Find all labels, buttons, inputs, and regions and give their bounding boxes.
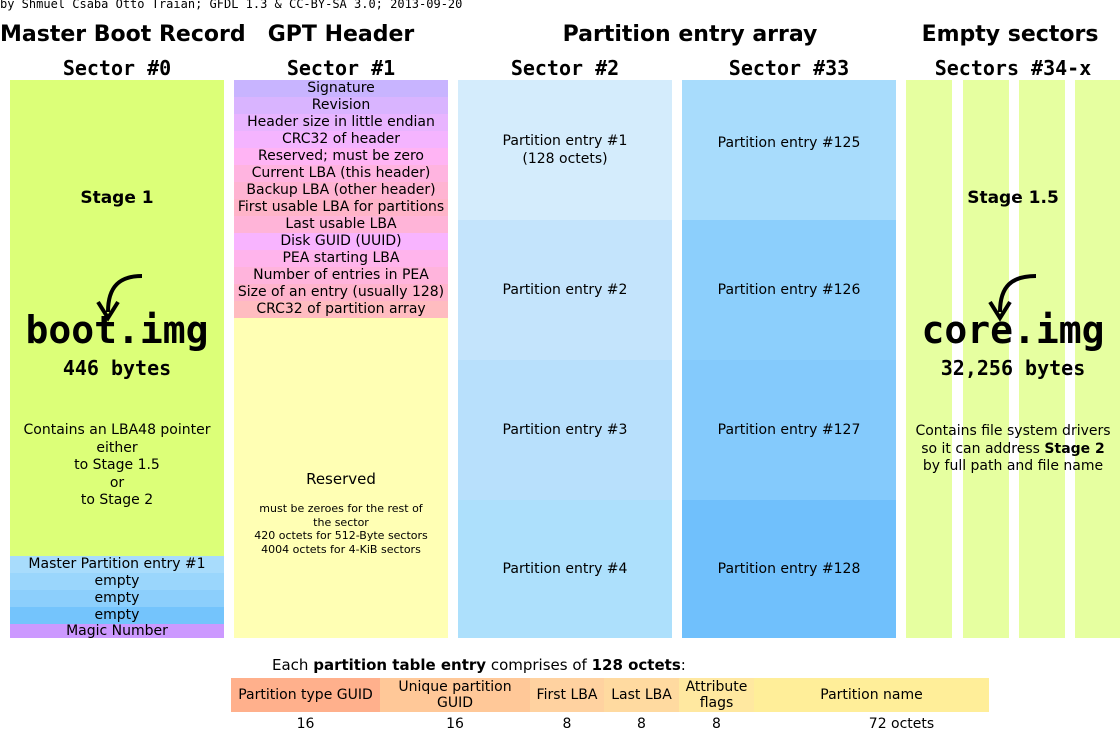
pte-field-partition-name: Partition name: [754, 678, 989, 712]
mbr-note-line: Contains an LBA48 pointer: [23, 422, 211, 438]
partition-entry-label: Partition entry #125: [717, 135, 861, 151]
pte-caption-text: comprises of: [486, 656, 592, 674]
partition-entry-label: Partition entry #128: [717, 561, 861, 577]
gpt-reserved-line: 420 octets for 512-Byte sectors: [254, 529, 428, 542]
pea-sector33-label: Sector #33: [728, 56, 850, 80]
curved-arrow-icon: [96, 274, 143, 322]
mbr-block: Stage 1 boot.img 446 bytes Contains an L…: [10, 80, 224, 638]
empty-sector-bar: [1019, 80, 1065, 638]
partition-entry: Partition entry #127: [682, 360, 896, 500]
gpt-field: First usable LBA for partitions: [234, 199, 448, 216]
partition-entry: Partition entry #126: [682, 220, 896, 360]
gpt-field: Size of an entry (usually 128): [234, 284, 448, 301]
mbr-partition-entry-empty: empty: [10, 590, 224, 607]
partition-entry-label: Partition entry #2: [502, 282, 628, 298]
pte-field-attribute-flags: Attribute flags: [679, 678, 754, 712]
empty-sector-bar: [1075, 80, 1120, 638]
mbr-note-line: either: [96, 439, 138, 456]
gpt-sector-label: Sector #1: [286, 56, 396, 80]
pte-field-unique-partition-guid: Unique partition GUID: [380, 678, 530, 712]
core-note-line: so it can address Stage 2: [906, 441, 1120, 459]
core-note-stage2: Stage 2: [1044, 440, 1105, 457]
core-note: Contains file system drivers so it can a…: [906, 423, 1120, 476]
core-img-label: core.img: [921, 308, 1105, 352]
gpt-field: Header size in little endian: [234, 114, 448, 131]
mbr-note: Contains an LBA48 pointer either to Stag…: [10, 422, 224, 510]
gpt-field: Current LBA (this header): [234, 165, 448, 182]
gpt-field: PEA starting LBA: [234, 250, 448, 267]
pte-caption-bold: partition table entry: [313, 656, 487, 674]
pte-size: 8: [712, 716, 721, 732]
mbr-partition-entry-empty: empty: [10, 573, 224, 590]
core-bytes-label: 32,256 bytes: [940, 356, 1086, 380]
partition-entry: Partition entry #125: [682, 80, 896, 220]
mbr-stage-label: Stage 1: [80, 188, 154, 208]
core-note-line: by full path and file name: [922, 458, 1104, 474]
pte-field-last-lba: Last LBA: [604, 678, 679, 712]
empty-sector-bar: [906, 80, 952, 638]
gpt-reserved-line: the sector: [313, 515, 369, 529]
gpt-reserved-line: 4004 octets for 4-KiB sectors: [261, 542, 421, 556]
boot-img-label: boot.img: [25, 308, 209, 352]
mbr-partition-entry-empty: empty: [10, 607, 224, 624]
partition-entry-label: Partition entry #126: [717, 282, 861, 298]
partition-entry-label: Partition entry #1: [502, 133, 628, 149]
pea-sector2-block: Partition entry #1 (128 octets) Partition…: [458, 80, 672, 638]
pte-size: 16: [446, 716, 464, 732]
pte-size: 8: [562, 716, 572, 732]
mbr-partition-entry-1: Master Partition entry #1: [10, 556, 224, 573]
gpt-reserved-note: must be zeroes for the rest of the secto…: [234, 502, 448, 556]
pte-caption-text: Each: [272, 656, 314, 674]
mbr-title: Master Boot Record: [0, 22, 246, 47]
gpt-field: CRC32 of partition array: [234, 301, 448, 318]
gpt-block: Signature Revision Header size in little…: [234, 80, 448, 638]
curved-arrow-icon: [988, 274, 1037, 322]
partition-entry: Partition entry #1 (128 octets): [458, 80, 672, 220]
mbr-sector-label: Sector #0: [62, 56, 172, 80]
empty-title: Empty sectors: [921, 22, 1099, 47]
gpt-field: Signature: [234, 80, 448, 97]
pte-field-first-lba: First LBA: [530, 678, 604, 712]
gpt-field: Disk GUID (UUID): [234, 233, 448, 250]
partition-entry-label: Partition entry #4: [502, 561, 628, 577]
gpt-field: Number of entries in PEA: [234, 267, 448, 284]
pea-title: Partition entry array: [562, 22, 818, 47]
gpt-field: Backup LBA (other header): [234, 182, 448, 199]
mbr-bytes-label: 446 bytes: [62, 356, 172, 380]
pte-field-partition-type-guid: Partition type GUID: [231, 678, 380, 712]
empty-sector-label: Sectors #34-x: [934, 56, 1092, 80]
mbr-note-line: to Stage 2: [80, 492, 154, 508]
empty-sector-bar: [963, 80, 1009, 638]
partition-entry-label: Partition entry #127: [717, 422, 861, 438]
credit-line: by Shmuel Csaba Otto Traian; GFDL 1.3 & …: [0, 0, 463, 11]
partition-entry: Partition entry #128: [682, 500, 896, 638]
partition-entry: Partition entry #4: [458, 500, 672, 638]
partition-entry: Partition entry #2: [458, 220, 672, 360]
gpt-field: Reserved; must be zero: [234, 148, 448, 165]
pte-size: 72 octets: [868, 716, 935, 732]
partition-entry-size: (128 octets): [522, 151, 608, 167]
pte-caption-bold: 128 octets: [591, 656, 681, 674]
core-note-text: so it can address: [921, 440, 1045, 457]
mbr-magic-number: Magic Number: [10, 624, 224, 638]
pte-caption: Each partition table entry comprises of …: [272, 656, 686, 674]
pea-sector2-label: Sector #2: [510, 56, 620, 80]
partition-entry: Partition entry #3: [458, 360, 672, 500]
gpt-title: GPT Header: [267, 22, 415, 47]
partition-entry-label: Partition entry #3: [502, 422, 628, 438]
gpt-field: Last usable LBA: [234, 216, 448, 233]
mbr-body: [10, 80, 224, 556]
gpt-field: CRC32 of header: [234, 131, 448, 148]
pte-caption-text: :: [680, 656, 686, 674]
pte-size: 16: [296, 716, 315, 732]
empty-stage-label: Stage 1.5: [967, 188, 1059, 208]
mbr-note-line: to Stage 1.5: [74, 457, 160, 473]
gpt-reserved-line: must be zeroes for the rest of: [259, 502, 423, 515]
gpt-reserved-title: Reserved: [306, 470, 376, 488]
core-note-line: Contains file system drivers: [915, 423, 1111, 439]
gpt-field: Revision: [234, 97, 448, 114]
pea-sector33-block: Partition entry #125 Partition entry #12…: [682, 80, 896, 638]
pte-size: 8: [637, 716, 646, 732]
mbr-note-line: or: [109, 474, 125, 491]
